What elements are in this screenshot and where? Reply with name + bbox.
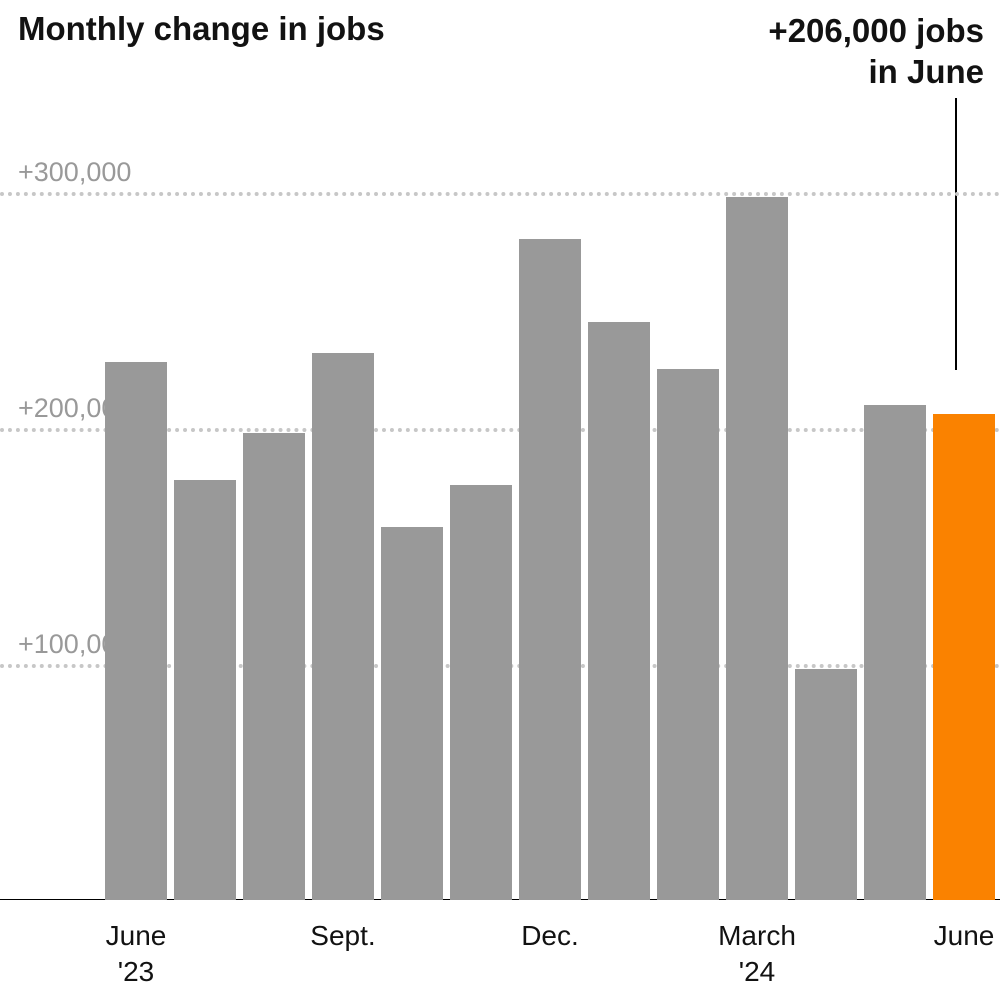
callout-line2: in June (868, 53, 984, 90)
chart-container: Monthly change in jobs +206,000 jobs in … (0, 0, 1000, 1000)
bar (657, 369, 719, 900)
x-axis-label-month: Sept. (310, 920, 375, 951)
x-axis-label-month: June (934, 920, 995, 951)
callout-line1: +206,000 jobs (768, 12, 984, 49)
bar-highlight (933, 414, 995, 900)
x-axis-label-month: June (106, 920, 167, 951)
bar (795, 669, 857, 900)
x-axis-label: June (904, 918, 1000, 954)
bar (243, 433, 305, 900)
bar (174, 480, 236, 900)
bar (105, 362, 167, 900)
x-axis-label: March'24 (697, 918, 817, 991)
x-axis-label-month: March (718, 920, 796, 951)
bar (312, 353, 374, 900)
bar (450, 485, 512, 900)
x-axis-label-month: Dec. (521, 920, 579, 951)
plot-area: +100,000+200,000+300,000 (0, 145, 1000, 900)
y-axis-label: +300,000 (18, 157, 131, 188)
x-axis-label-year: '23 (76, 954, 196, 990)
bar (726, 197, 788, 900)
x-axis-label: Dec. (490, 918, 610, 954)
callout-label: +206,000 jobs in June (768, 10, 984, 93)
bar (864, 405, 926, 900)
bar (381, 527, 443, 900)
chart-title: Monthly change in jobs (18, 10, 385, 48)
bar (519, 239, 581, 900)
x-axis-label: June'23 (76, 918, 196, 991)
x-axis-label-year: '24 (697, 954, 817, 990)
x-axis-label: Sept. (283, 918, 403, 954)
gridline (0, 192, 1000, 196)
bar (588, 322, 650, 900)
